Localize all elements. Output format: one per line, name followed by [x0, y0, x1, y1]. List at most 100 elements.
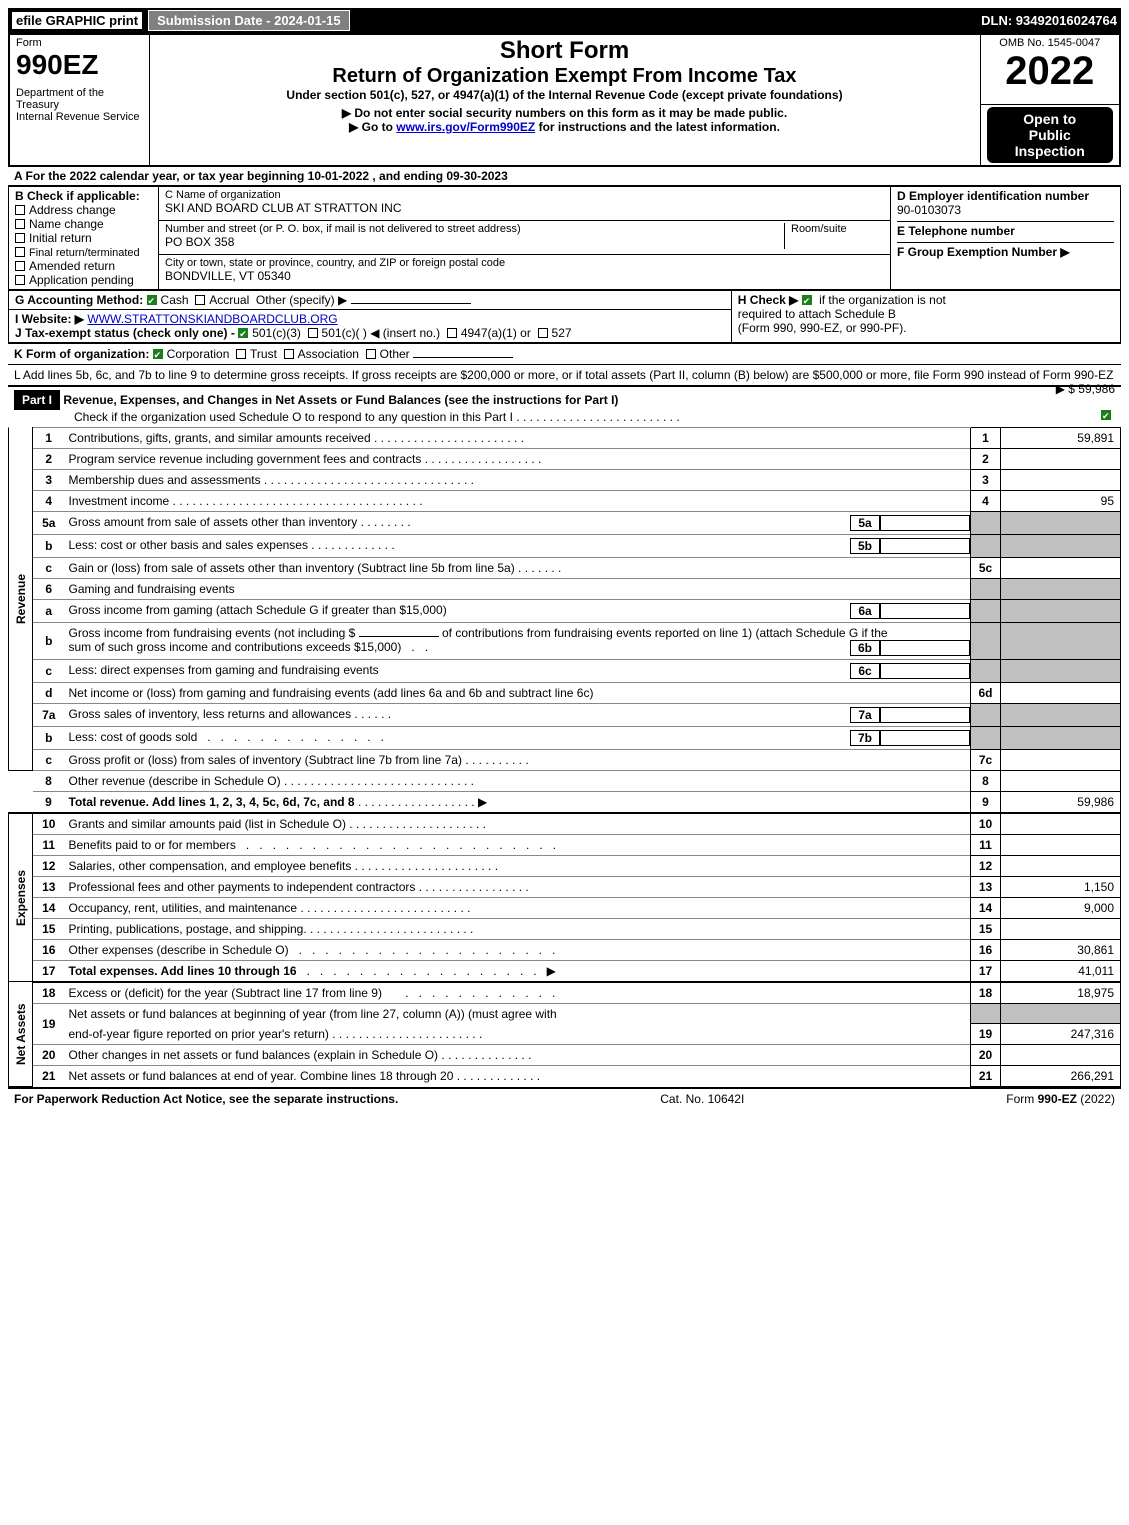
street-value: PO BOX 358: [165, 235, 784, 249]
irs-label: Internal Revenue Service: [16, 111, 143, 123]
line-7a-rnum-shaded: [971, 703, 1001, 726]
line-19-rnum-shaded: [971, 1003, 1001, 1024]
form-header: Form 990EZ Department of the Treasury In…: [8, 33, 1121, 167]
application-pending-label: Application pending: [29, 273, 134, 287]
checkbox-amended-return[interactable]: [15, 261, 25, 271]
checkbox-final-return[interactable]: [15, 247, 25, 257]
line-5b-rval-shaded: [1001, 534, 1121, 557]
line-9-num: 9: [33, 791, 65, 813]
checkbox-trust[interactable]: [236, 349, 246, 359]
form-word: Form: [16, 37, 143, 49]
checkbox-name-change[interactable]: [15, 219, 25, 229]
section-f-label: F Group Exemption Number ▶: [897, 242, 1114, 259]
line-6b-blank: [359, 636, 439, 637]
line-6c-sub: 6c: [850, 663, 880, 679]
checkbox-501c3[interactable]: [238, 328, 248, 338]
line-6b-subval: [880, 640, 970, 656]
line-6c-desc: Less: direct expenses from gaming and fu…: [69, 663, 379, 677]
checkbox-application-pending[interactable]: [15, 275, 25, 285]
checkbox-corp[interactable]: [153, 349, 163, 359]
website-value[interactable]: WWW.STRATTONSKIANDBOARDCLUB.ORG: [87, 312, 337, 326]
main-title: Return of Organization Exempt From Incom…: [156, 65, 974, 88]
line-19-desc1: Net assets or fund balances at beginning…: [65, 1003, 971, 1024]
line-6d-rnum: 6d: [971, 682, 1001, 703]
checkbox-accrual[interactable]: [195, 295, 205, 305]
section-k: K Form of organization: Corporation Trus…: [8, 343, 1121, 364]
line-11-desc: Benefits paid to or for members: [69, 838, 236, 852]
line-5b-sub: 5b: [850, 538, 880, 554]
irs-link[interactable]: www.irs.gov/Form990EZ: [396, 120, 535, 134]
footer-left: For Paperwork Reduction Act Notice, see …: [14, 1092, 398, 1106]
inspection: Inspection: [991, 143, 1110, 159]
line-10-num: 10: [33, 813, 65, 835]
line-6c-rnum-shaded: [971, 659, 1001, 682]
page-footer: For Paperwork Reduction Act Notice, see …: [8, 1087, 1121, 1109]
line-6c-rval-shaded: [1001, 659, 1121, 682]
line-8-rnum: 8: [971, 770, 1001, 791]
line-5b-desc: Less: cost or other basis and sales expe…: [69, 538, 308, 552]
checkbox-initial-return[interactable]: [15, 233, 25, 243]
line-11-rnum: 11: [971, 834, 1001, 855]
section-l: L Add lines 5b, 6c, and 7b to line 9 to …: [8, 364, 1121, 385]
k-trust: Trust: [250, 347, 277, 361]
j-opt4: 527: [552, 326, 572, 340]
line-8-val: [1001, 770, 1121, 791]
line-5c-val: [1001, 557, 1121, 578]
line-7a-sub: 7a: [850, 707, 880, 723]
line-6d-desc: Net income or (loss) from gaming and fun…: [65, 682, 971, 703]
j-opt1: 501(c)(3): [252, 326, 301, 340]
section-c-label: C Name of organization: [165, 189, 884, 201]
line-6a-sub: 6a: [850, 603, 880, 619]
line-21-num: 21: [33, 1066, 65, 1087]
line-9-desc: Total revenue. Add lines 1, 2, 3, 4, 5c,…: [69, 795, 355, 809]
revenue-vlabel: Revenue: [9, 427, 33, 770]
line-14-desc: Occupancy, rent, utilities, and maintena…: [69, 901, 298, 915]
line-14-num: 14: [33, 897, 65, 918]
checkbox-h[interactable]: [802, 295, 812, 305]
checkbox-cash[interactable]: [147, 295, 157, 305]
line-15-rnum: 15: [971, 918, 1001, 939]
checkbox-schedule-o[interactable]: [1101, 410, 1111, 420]
submission-date: Submission Date - 2024-01-15: [148, 10, 350, 31]
line-4-num: 4: [33, 490, 65, 511]
line-17-num: 17: [33, 960, 65, 982]
line-5b-rnum-shaded: [971, 534, 1001, 557]
line-12-rnum: 12: [971, 855, 1001, 876]
line-5a-subval: [880, 515, 970, 531]
line-9-rnum: 9: [971, 791, 1001, 813]
line-13-rnum: 13: [971, 876, 1001, 897]
line-7a-subval: [880, 707, 970, 723]
checkbox-address-change[interactable]: [15, 205, 25, 215]
l-text: L Add lines 5b, 6c, and 7b to line 9 to …: [14, 368, 1113, 382]
lines-wrapper: Revenue 1 Contributions, gifts, grants, …: [8, 427, 1121, 1088]
part-i-title: Revenue, Expenses, and Changes in Net As…: [63, 393, 618, 407]
line-16-num: 16: [33, 939, 65, 960]
line-15-num: 15: [33, 918, 65, 939]
section-a-tax-year: A For the 2022 calendar year, or tax yea…: [8, 167, 1121, 186]
checkbox-assoc[interactable]: [284, 349, 294, 359]
line-6a-subval: [880, 603, 970, 619]
checkbox-other-org[interactable]: [366, 349, 376, 359]
line-5b-subval: [880, 538, 970, 554]
line-20-val: [1001, 1045, 1121, 1066]
line-6b-num: b: [33, 622, 65, 659]
line-19-val: 247,316: [1001, 1024, 1121, 1045]
goto-post: for instructions and the latest informat…: [535, 120, 780, 134]
section-h-label: H Check ▶: [738, 293, 799, 307]
ssn-warning: ▶ Do not enter social security numbers o…: [156, 106, 974, 120]
line-8-desc: Other revenue (describe in Schedule O): [69, 774, 281, 788]
dln: DLN: 93492016024764: [981, 13, 1117, 28]
line-7c-val: [1001, 749, 1121, 770]
initial-return-label: Initial return: [29, 231, 92, 245]
part-i-label: Part I: [14, 390, 60, 410]
h-text2: required to attach Schedule B: [738, 307, 896, 321]
line-13-val: 1,150: [1001, 876, 1121, 897]
line-17-rnum: 17: [971, 960, 1001, 982]
checkbox-4947[interactable]: [447, 328, 457, 338]
checkbox-501c[interactable]: [308, 328, 318, 338]
checkbox-527[interactable]: [538, 328, 548, 338]
line-14-rnum: 14: [971, 897, 1001, 918]
line-10-desc: Grants and similar amounts paid (list in…: [69, 817, 346, 831]
line-7b-subval: [880, 730, 970, 746]
line-11-val: [1001, 834, 1121, 855]
